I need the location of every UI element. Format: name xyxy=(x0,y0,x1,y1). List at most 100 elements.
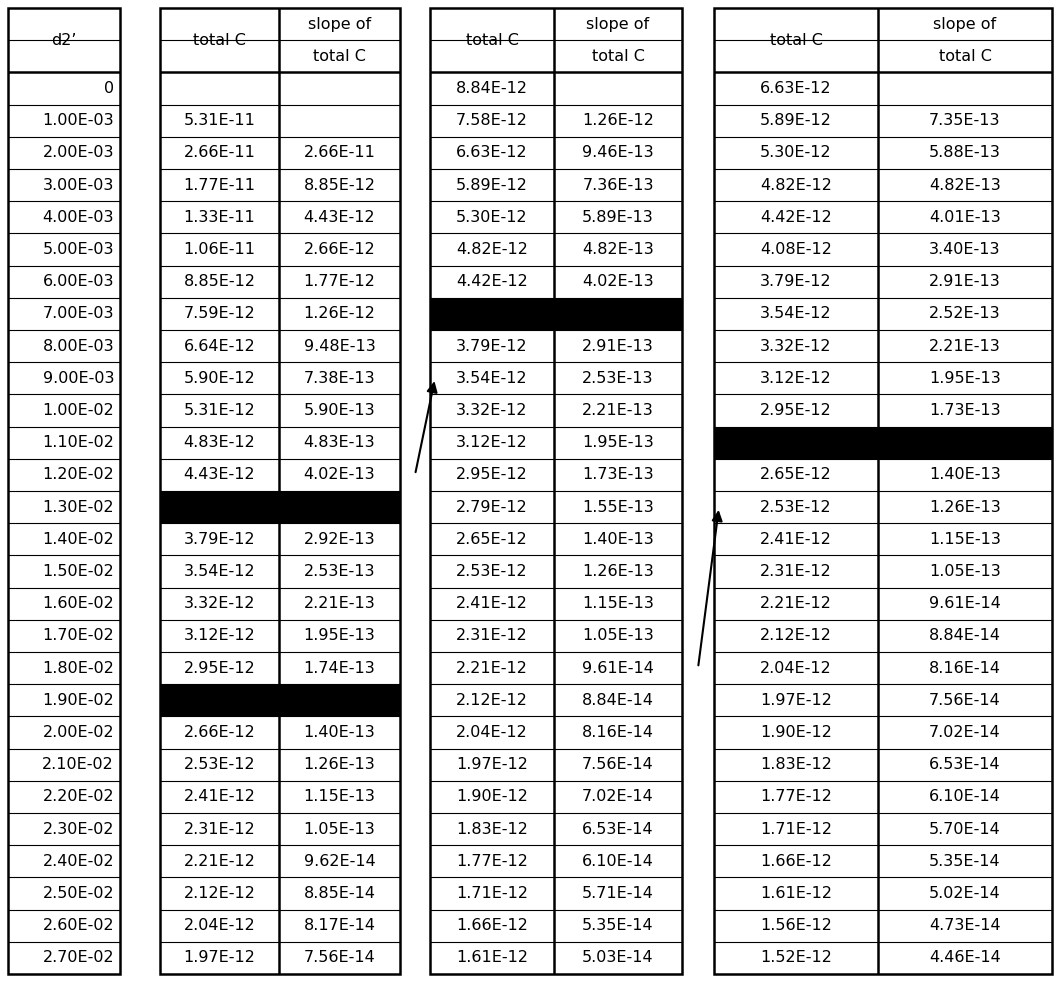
Text: 1.95E-13: 1.95E-13 xyxy=(303,628,375,643)
Text: 1.77E-12: 1.77E-12 xyxy=(760,790,832,804)
Text: 4.02E-13: 4.02E-13 xyxy=(582,274,654,290)
Text: 1.26E-12: 1.26E-12 xyxy=(303,306,375,321)
Text: 2.30E-02: 2.30E-02 xyxy=(42,822,114,837)
Bar xyxy=(714,426,1052,459)
Text: 2.12E-12: 2.12E-12 xyxy=(183,886,255,901)
Text: 8.84E-14: 8.84E-14 xyxy=(929,628,1001,643)
Text: 4.43E-12: 4.43E-12 xyxy=(183,467,255,482)
Text: 8.85E-14: 8.85E-14 xyxy=(303,886,375,901)
Text: 9.00E-03: 9.00E-03 xyxy=(42,371,114,386)
Text: 1.52E-12: 1.52E-12 xyxy=(760,951,832,965)
Text: 7.56E-14: 7.56E-14 xyxy=(303,951,375,965)
Text: 2.91E-13: 2.91E-13 xyxy=(582,339,654,354)
Text: 6.63E-12: 6.63E-12 xyxy=(760,81,832,96)
Text: 1.61E-12: 1.61E-12 xyxy=(456,951,528,965)
Text: 4.82E-12: 4.82E-12 xyxy=(760,178,832,192)
Text: total C: total C xyxy=(313,49,366,64)
Text: 1.74E-13: 1.74E-13 xyxy=(303,661,375,676)
Text: 2.20E-02: 2.20E-02 xyxy=(42,790,114,804)
Text: total C: total C xyxy=(770,32,823,48)
Text: 2.53E-12: 2.53E-12 xyxy=(760,500,832,515)
Text: 5.88E-13: 5.88E-13 xyxy=(929,145,1001,160)
Text: 2.21E-12: 2.21E-12 xyxy=(183,853,255,869)
Text: 3.54E-12: 3.54E-12 xyxy=(183,564,255,579)
Bar xyxy=(8,8,120,974)
Text: 5.90E-12: 5.90E-12 xyxy=(183,371,255,386)
Text: 1.90E-12: 1.90E-12 xyxy=(456,790,528,804)
Text: 2.41E-12: 2.41E-12 xyxy=(456,596,528,611)
Text: 1.73E-13: 1.73E-13 xyxy=(930,403,1001,418)
Text: 1.05E-13: 1.05E-13 xyxy=(303,822,375,837)
Text: 3.79E-12: 3.79E-12 xyxy=(456,339,528,354)
Text: 2.92E-13: 2.92E-13 xyxy=(303,532,375,547)
Text: 4.01E-13: 4.01E-13 xyxy=(930,210,1001,225)
Text: slope of: slope of xyxy=(308,17,371,31)
Text: 2.66E-12: 2.66E-12 xyxy=(183,725,255,740)
Bar xyxy=(430,8,682,974)
Text: 4.02E-13: 4.02E-13 xyxy=(303,467,375,482)
Text: 6.53E-14: 6.53E-14 xyxy=(582,822,654,837)
Text: 7.59E-12: 7.59E-12 xyxy=(183,306,255,321)
Text: 1.26E-13: 1.26E-13 xyxy=(303,757,375,772)
Bar xyxy=(160,8,400,974)
Text: 8.16E-14: 8.16E-14 xyxy=(929,661,1001,676)
Text: 2.53E-12: 2.53E-12 xyxy=(183,757,255,772)
Text: 1.26E-13: 1.26E-13 xyxy=(930,500,1001,515)
Text: 9.61E-14: 9.61E-14 xyxy=(929,596,1001,611)
Text: 2.10E-02: 2.10E-02 xyxy=(42,757,114,772)
Text: 2.70E-02: 2.70E-02 xyxy=(42,951,114,965)
Text: 1.30E-02: 1.30E-02 xyxy=(42,500,114,515)
Text: 1.77E-12: 1.77E-12 xyxy=(303,274,375,290)
Text: 1.40E-13: 1.40E-13 xyxy=(582,532,654,547)
Text: 2.40E-02: 2.40E-02 xyxy=(42,853,114,869)
Text: 2.00E-02: 2.00E-02 xyxy=(42,725,114,740)
Text: 4.82E-13: 4.82E-13 xyxy=(930,178,1001,192)
Text: 1.40E-02: 1.40E-02 xyxy=(42,532,114,547)
Text: 8.16E-14: 8.16E-14 xyxy=(582,725,654,740)
Text: 6.00E-03: 6.00E-03 xyxy=(42,274,114,290)
Text: 1.83E-12: 1.83E-12 xyxy=(760,757,832,772)
Text: 8.85E-12: 8.85E-12 xyxy=(183,274,255,290)
Text: 2.53E-13: 2.53E-13 xyxy=(304,564,375,579)
Text: 7.02E-14: 7.02E-14 xyxy=(930,725,1001,740)
Text: 3.32E-12: 3.32E-12 xyxy=(760,339,832,354)
Text: 1.05E-13: 1.05E-13 xyxy=(930,564,1001,579)
Text: 1.55E-13: 1.55E-13 xyxy=(582,500,654,515)
Text: d2’: d2’ xyxy=(51,32,76,48)
Text: 7.00E-03: 7.00E-03 xyxy=(42,306,114,321)
Text: 2.60E-02: 2.60E-02 xyxy=(42,918,114,933)
Text: 4.43E-12: 4.43E-12 xyxy=(303,210,375,225)
Text: 3.54E-12: 3.54E-12 xyxy=(760,306,832,321)
Text: 1.33E-11: 1.33E-11 xyxy=(183,210,255,225)
Text: 5.31E-12: 5.31E-12 xyxy=(183,403,255,418)
Text: 4.82E-12: 4.82E-12 xyxy=(456,242,528,257)
Text: 6.53E-14: 6.53E-14 xyxy=(930,757,1001,772)
Text: 5.90E-13: 5.90E-13 xyxy=(303,403,375,418)
Text: 2.31E-12: 2.31E-12 xyxy=(456,628,528,643)
Text: 1.10E-02: 1.10E-02 xyxy=(42,435,114,450)
Text: total C: total C xyxy=(938,49,991,64)
Text: 2.50E-02: 2.50E-02 xyxy=(42,886,114,901)
Text: 1.60E-02: 1.60E-02 xyxy=(42,596,114,611)
Text: 4.83E-12: 4.83E-12 xyxy=(183,435,255,450)
Text: 2.95E-12: 2.95E-12 xyxy=(183,661,255,676)
Text: 1.83E-12: 1.83E-12 xyxy=(456,822,528,837)
Text: 1.61E-12: 1.61E-12 xyxy=(760,886,832,901)
Text: 2.21E-12: 2.21E-12 xyxy=(456,661,528,676)
Text: 3.12E-12: 3.12E-12 xyxy=(760,371,832,386)
Text: 1.97E-12: 1.97E-12 xyxy=(456,757,528,772)
Text: 1.73E-13: 1.73E-13 xyxy=(582,467,654,482)
Text: 7.56E-14: 7.56E-14 xyxy=(582,757,654,772)
Text: 2.21E-13: 2.21E-13 xyxy=(582,403,654,418)
Text: total C: total C xyxy=(465,32,518,48)
Bar xyxy=(160,491,400,523)
Text: 5.31E-11: 5.31E-11 xyxy=(183,113,255,129)
Text: 1.00E-02: 1.00E-02 xyxy=(42,403,114,418)
Text: 3.32E-12: 3.32E-12 xyxy=(183,596,255,611)
Text: 1.95E-13: 1.95E-13 xyxy=(930,371,1001,386)
Text: 3.00E-03: 3.00E-03 xyxy=(42,178,114,192)
Text: 1.40E-13: 1.40E-13 xyxy=(930,467,1001,482)
Text: 1.15E-13: 1.15E-13 xyxy=(929,532,1001,547)
Text: 2.65E-12: 2.65E-12 xyxy=(456,532,528,547)
Text: 1.80E-02: 1.80E-02 xyxy=(42,661,114,676)
